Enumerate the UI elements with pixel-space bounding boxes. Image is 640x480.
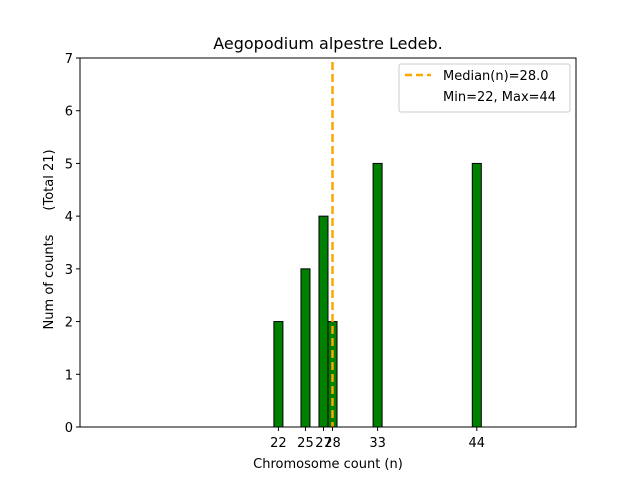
y-axis-label-group: Num of counts (Total 21): [42, 149, 57, 329]
x-tick-label-22: 22: [270, 436, 287, 451]
bars: [80, 162, 500, 428]
bar-33: [372, 162, 383, 428]
y-axis: 0 1 2 3 4 5 6 7: [65, 52, 80, 436]
y-tick-label-3: 3: [65, 263, 73, 278]
chart-title: Aegopodium alpestre Ledeb.: [213, 34, 443, 53]
y-tick-label-2: 2: [65, 316, 73, 331]
y-axis-label: Num of counts: [42, 234, 57, 329]
x-axis-label: Chromosome count (n): [253, 457, 403, 472]
plot-frame: [79, 57, 577, 428]
y-tick-label-6: 6: [65, 105, 73, 120]
y-tick-label-1: 1: [65, 368, 73, 383]
x-tick-label-44: 44: [469, 436, 486, 451]
y-tick-label-7: 7: [65, 52, 73, 67]
y-tick-label-5: 5: [65, 157, 73, 172]
y-tick-label-4: 4: [65, 210, 73, 225]
legend-median-label: Median(n)=28.0: [443, 69, 549, 84]
x-tick-label-27: 27: [315, 436, 332, 451]
bar-27: [318, 215, 329, 428]
legend: Median(n)=28.0 Min=22, Max=44: [398, 63, 571, 113]
bar-22: [273, 321, 284, 428]
legend-box: [398, 63, 571, 113]
legend-minmax-label: Min=22, Max=44: [443, 90, 556, 105]
x-tick-label-25: 25: [297, 436, 314, 451]
bar-25: [300, 268, 311, 428]
y-axis-total-note: (Total 21): [42, 149, 57, 210]
y-tick-label-0: 0: [65, 421, 73, 436]
x-tick-label-28: 28: [324, 436, 341, 451]
x-tick-label-33: 33: [369, 436, 386, 451]
bar-44: [471, 162, 482, 428]
